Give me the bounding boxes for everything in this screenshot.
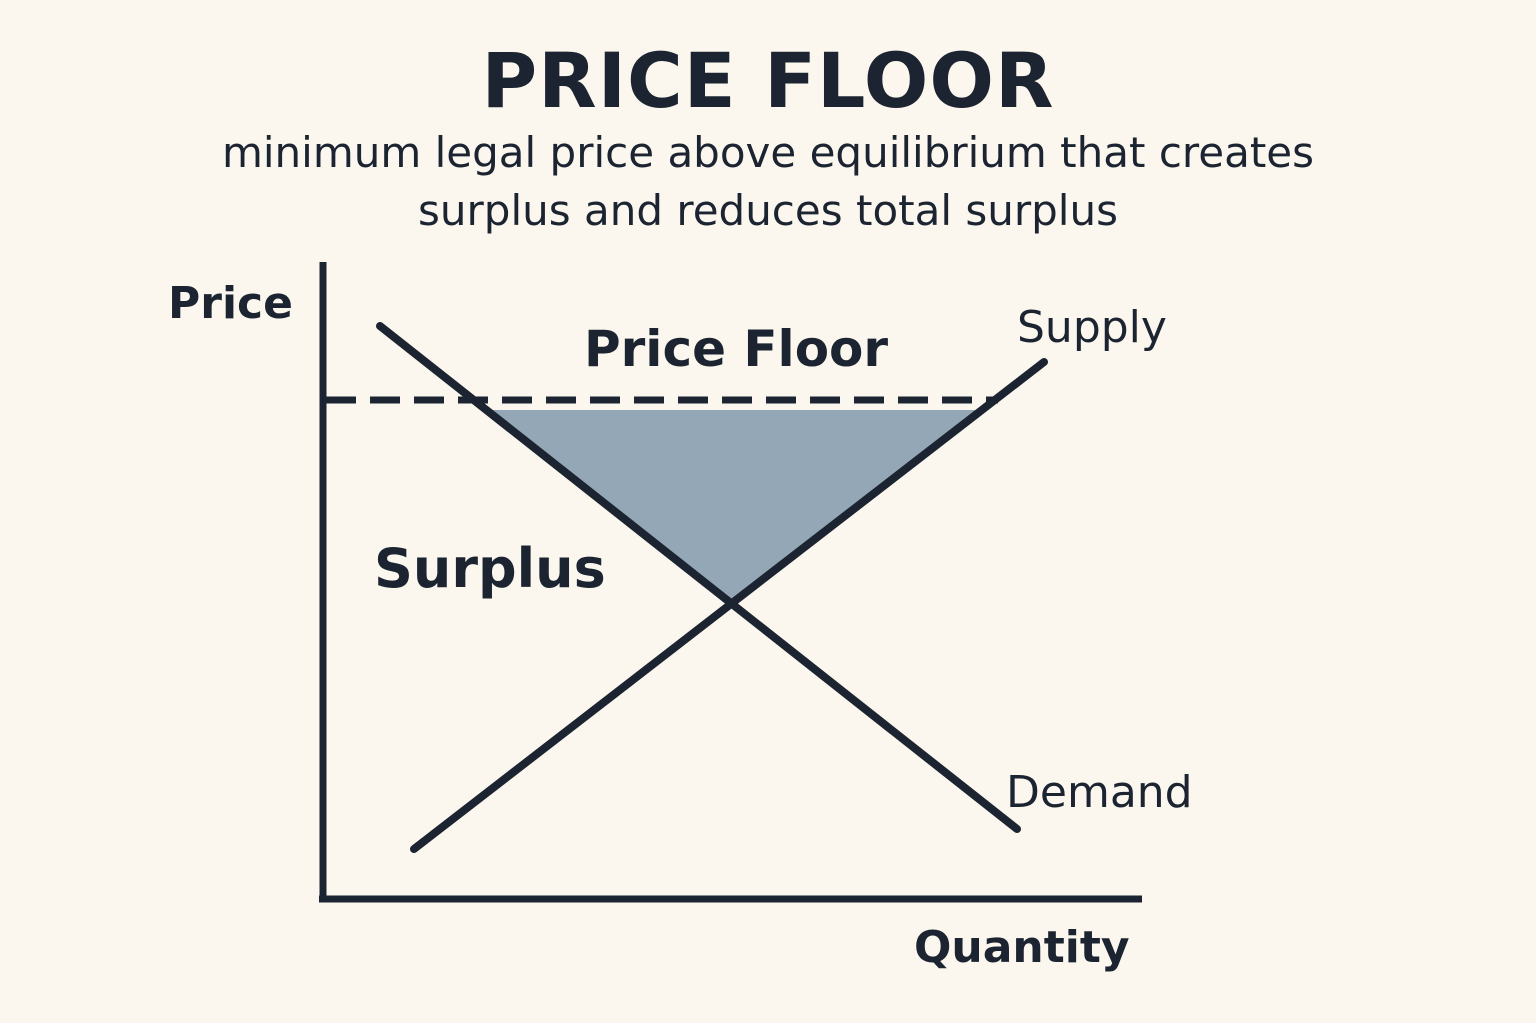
subtitle-line-1: minimum legal price above equilibrium th… (221, 128, 1315, 177)
subtitle: minimum legal price above equilibrium th… (0, 124, 1536, 240)
x-axis-label: Quantity (914, 922, 1130, 973)
price-floor-label: Price Floor (584, 320, 888, 378)
y-axis-label: Price (168, 278, 293, 329)
supply-label: Supply (1017, 302, 1167, 353)
page-title: PRICE FLOOR (481, 36, 1055, 125)
demand-curve (376, 322, 1021, 833)
supply-curve (410, 358, 1048, 853)
surplus-label: Surplus (374, 537, 606, 600)
surplus-area (492, 410, 978, 601)
demand-label: Demand (1006, 767, 1193, 818)
subtitle-line-2: surplus and reduces total surplus (418, 186, 1118, 235)
